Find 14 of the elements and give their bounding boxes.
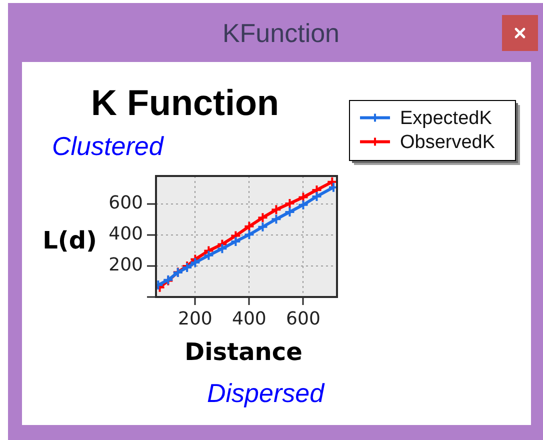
y-tick-label: 200	[108, 254, 143, 276]
chart-title: K Function	[91, 82, 279, 123]
text: Dispersed	[207, 378, 326, 408]
text: KFunction	[221, 17, 341, 50]
x-tick-label: 600	[286, 308, 320, 330]
y-tick-label: 400	[108, 224, 143, 245]
y-axis-title: L(d)	[42, 226, 97, 255]
legend-label: ObservedK	[400, 132, 496, 153]
x-axis-title: Distance	[184, 338, 302, 366]
legend-label: ExpectedK	[400, 108, 492, 129]
x-tick-label: 200	[178, 308, 212, 330]
x-tick-label: 400	[232, 308, 266, 330]
text: Clustered	[52, 131, 165, 161]
y-tick-label: 600	[108, 192, 143, 214]
